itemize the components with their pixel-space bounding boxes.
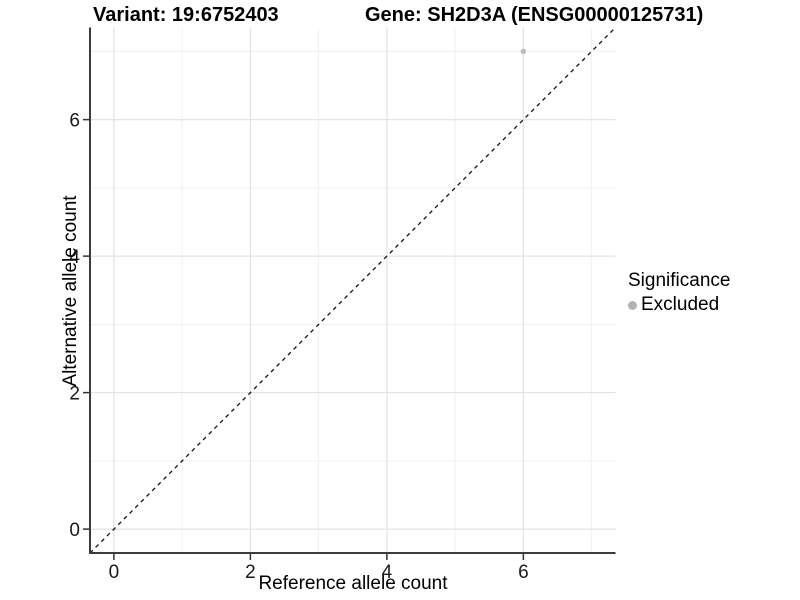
y-axis-title: Alternative allele count (60, 195, 81, 387)
x-axis-title: Reference allele count (258, 573, 448, 594)
legend-item-label: Excluded (641, 294, 720, 315)
legend-point-icon (628, 300, 637, 310)
y-tick-label: 0 (69, 520, 80, 541)
y-tick-label: 2 (69, 384, 80, 405)
x-tick-label: 6 (518, 562, 529, 583)
x-tick-label: 0 (109, 562, 120, 583)
legend-title: Significance (628, 270, 731, 291)
identity-dashed-line (89, 27, 616, 554)
x-tick-label: 4 (382, 562, 393, 583)
plot-title-variant: Variant: 19:6752403 (93, 4, 279, 26)
x-tick-label: 2 (245, 562, 256, 583)
y-tick-label: 4 (69, 247, 80, 268)
legend: Significance Excluded (628, 270, 730, 316)
y-tick-label: 6 (69, 111, 80, 132)
legend-item: Excluded (628, 294, 730, 316)
data-point (520, 48, 527, 55)
plot-title-gene: Gene: SH2D3A (ENSG00000125731) (365, 4, 704, 26)
